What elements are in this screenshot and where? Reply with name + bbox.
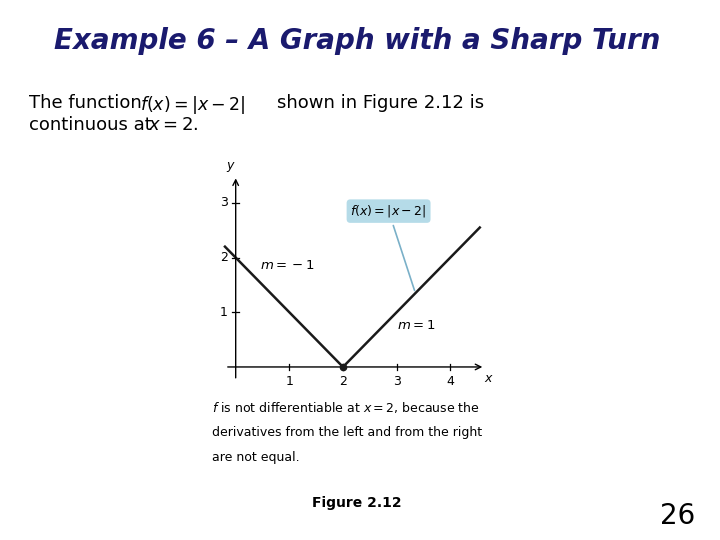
Text: $x$: $x$ <box>484 373 494 386</box>
Text: 1: 1 <box>220 306 228 319</box>
Text: are not equal.: are not equal. <box>212 451 300 464</box>
Text: derivatives from the left and from the right: derivatives from the left and from the r… <box>212 426 482 438</box>
Text: $m = 1$: $m = 1$ <box>397 320 435 333</box>
Text: $m = -1$: $m = -1$ <box>260 259 315 272</box>
Text: shown in Figure 2.12 is: shown in Figure 2.12 is <box>277 94 485 112</box>
Text: Example 6 – A Graph with a Sharp Turn: Example 6 – A Graph with a Sharp Turn <box>54 26 660 55</box>
Text: 4: 4 <box>446 375 454 388</box>
Text: The function: The function <box>29 94 142 112</box>
Text: Figure 2.12: Figure 2.12 <box>312 496 401 510</box>
Text: 3: 3 <box>392 375 400 388</box>
Text: $x = 2.$: $x = 2.$ <box>148 116 198 134</box>
Text: 2: 2 <box>339 375 347 388</box>
Text: 26: 26 <box>660 502 695 530</box>
Text: 3: 3 <box>220 197 228 210</box>
Text: $f(x) = |x - 2|$: $f(x) = |x - 2|$ <box>351 203 427 291</box>
Text: 1: 1 <box>285 375 293 388</box>
Text: continuous at: continuous at <box>29 116 151 134</box>
Text: $f(x) = |x-2|$: $f(x) = |x-2|$ <box>140 94 246 117</box>
Text: $y$: $y$ <box>227 160 236 174</box>
Text: 2: 2 <box>220 251 228 264</box>
Text: $f$ is not differentiable at $x = 2$, because the: $f$ is not differentiable at $x = 2$, be… <box>212 400 480 415</box>
